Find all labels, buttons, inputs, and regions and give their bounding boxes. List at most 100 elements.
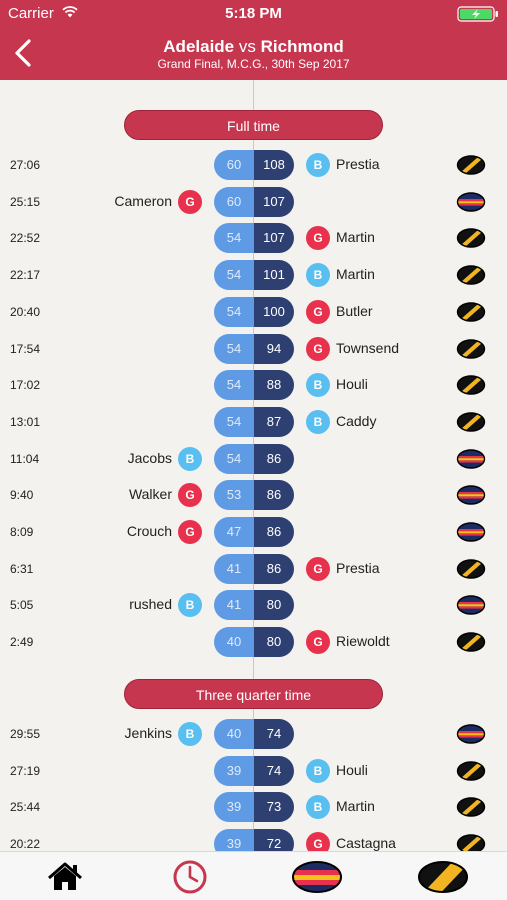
player-name: Walker xyxy=(128,486,172,503)
home-score: 54 xyxy=(214,223,254,254)
score-event-row[interactable]: 20:22 39 72 G Castagna xyxy=(0,828,507,851)
richmond-logo-icon xyxy=(456,338,486,359)
score-event-row[interactable]: 25:15 Cameron G 60 107 xyxy=(0,186,507,217)
score-event-row[interactable]: 22:52 54 107 G Martin xyxy=(0,223,507,254)
richmond-logo-icon xyxy=(456,375,486,395)
tab-richmond[interactable] xyxy=(416,852,470,900)
score-event-row[interactable]: 6:31 41 86 G Prestia xyxy=(0,553,507,584)
away-score: 108 xyxy=(254,150,294,180)
behind-badge: B xyxy=(306,758,330,783)
richmond-guernsey-icon xyxy=(418,861,468,893)
event-time: 9:40 xyxy=(10,488,34,503)
richmond-logo-icon xyxy=(456,155,486,175)
home-score: 39 xyxy=(214,792,254,823)
player-name: Butler xyxy=(336,302,373,319)
score-event-row[interactable]: 27:19 39 74 B Houli xyxy=(0,755,507,786)
event-time: 17:02 xyxy=(10,378,41,393)
player-name: Castagna xyxy=(336,834,396,851)
player-name: Houli xyxy=(336,376,368,393)
score-event-row[interactable]: 8:09 Crouch G 47 86 xyxy=(0,517,507,547)
tab-adelaide[interactable] xyxy=(290,852,344,900)
goal-badge: G xyxy=(306,226,330,251)
score-event-row[interactable]: 27:06 60 108 B Prestia xyxy=(0,150,507,180)
behind-badge: B xyxy=(306,373,330,398)
away-score: 80 xyxy=(254,590,294,621)
event-time: 20:22 xyxy=(10,836,41,851)
goal-badge: G xyxy=(178,483,202,508)
away-team-name: Richmond xyxy=(260,37,344,56)
away-score: 72 xyxy=(254,828,294,851)
event-time: 27:06 xyxy=(10,158,41,172)
away-score: 107 xyxy=(254,186,294,217)
adelaide-logo-icon xyxy=(456,485,486,505)
goal-badge: G xyxy=(306,336,330,361)
goal-badge: G xyxy=(306,831,330,851)
event-time: 11:04 xyxy=(10,451,40,466)
behind-badge: B xyxy=(178,593,202,618)
goal-badge: G xyxy=(306,556,330,581)
richmond-logo-icon xyxy=(456,302,486,322)
player-name: Cameron xyxy=(114,192,172,209)
player-name: Prestia xyxy=(336,559,380,576)
event-time: 2:49 xyxy=(10,635,34,650)
home-score: 39 xyxy=(214,755,254,786)
event-time: 13:01 xyxy=(10,414,41,429)
event-time: 25:15 xyxy=(10,194,41,209)
behind-badge: B xyxy=(178,446,202,471)
away-score: 80 xyxy=(254,627,294,658)
score-event-row[interactable]: 11:04 Jacobs B 54 86 xyxy=(0,443,507,474)
richmond-logo-icon xyxy=(456,760,486,781)
richmond-logo-icon xyxy=(456,797,486,817)
event-time: 17:54 xyxy=(10,341,41,356)
event-time: 27:19 xyxy=(10,763,41,778)
nav-header: Carrier 5:18 PM Adelaide vs Richmond Gra… xyxy=(0,0,507,80)
home-score: 54 xyxy=(214,296,254,327)
home-icon xyxy=(48,862,82,890)
goal-badge: G xyxy=(306,299,330,324)
away-score: 74 xyxy=(254,755,294,786)
status-bar: Carrier 5:18 PM xyxy=(0,0,507,28)
clock-icon xyxy=(173,860,207,894)
score-event-row[interactable]: 25:44 39 73 B Martin xyxy=(0,792,507,823)
tab-bar xyxy=(0,851,507,900)
score-event-row[interactable]: 5:05 rushed B 41 80 xyxy=(0,590,507,621)
away-score: 86 xyxy=(254,553,294,584)
home-score: 60 xyxy=(214,150,254,180)
score-event-row[interactable]: 2:49 40 80 G Riewoldt xyxy=(0,627,507,658)
score-event-row[interactable]: 17:02 54 88 B Houli xyxy=(0,370,507,401)
goal-badge: G xyxy=(178,520,202,544)
home-score: 39 xyxy=(214,828,254,851)
vs-label: vs xyxy=(238,37,256,56)
behind-badge: B xyxy=(178,721,202,746)
score-event-row[interactable]: 29:55 Jenkins B 40 74 xyxy=(0,718,507,749)
scoring-timeline[interactable]: Full time 27:06 60 108 B Prestia 25:15 Cameron G… xyxy=(0,80,507,851)
match-title: Adelaide vs Richmond xyxy=(0,37,507,57)
event-time: 6:31 xyxy=(10,561,34,576)
tab-home[interactable] xyxy=(44,852,86,900)
score-event-row[interactable]: 9:40 Walker G 53 86 xyxy=(0,480,507,511)
player-name: rushed xyxy=(129,596,172,613)
richmond-logo-icon xyxy=(456,834,486,851)
period-header: Three quarter time xyxy=(124,678,383,709)
score-event-row[interactable]: 13:01 54 87 B Caddy xyxy=(0,406,507,437)
back-button[interactable] xyxy=(10,38,36,68)
score-event-row[interactable]: 20:40 54 100 G Butler xyxy=(0,296,507,327)
battery-charging-icon xyxy=(457,6,498,22)
home-score: 47 xyxy=(214,517,254,547)
score-event-row[interactable]: 17:54 54 94 G Townsend xyxy=(0,333,507,364)
home-score: 41 xyxy=(214,553,254,584)
adelaide-logo-icon xyxy=(456,522,486,542)
away-score: 94 xyxy=(254,333,294,364)
event-time: 29:55 xyxy=(10,726,41,741)
adelaide-guernsey-icon xyxy=(292,861,342,893)
score-event-row[interactable]: 22:17 54 101 B Martin xyxy=(0,260,507,291)
home-score: 54 xyxy=(214,406,254,437)
behind-badge: B xyxy=(306,409,330,434)
carrier-label: Carrier xyxy=(8,5,54,22)
away-score: 86 xyxy=(254,517,294,547)
away-score: 73 xyxy=(254,792,294,823)
behind-badge: B xyxy=(306,263,330,288)
away-score: 86 xyxy=(254,443,294,474)
player-name: Townsend xyxy=(336,339,400,356)
tab-timeline[interactable] xyxy=(168,852,212,900)
